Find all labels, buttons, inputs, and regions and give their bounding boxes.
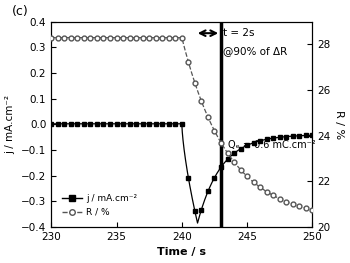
- Legend: j / mA.cm⁻², R / %: j / mA.cm⁻², R / %: [58, 191, 141, 220]
- X-axis label: Time / s: Time / s: [158, 247, 206, 257]
- Text: @90% of ΔR: @90% of ΔR: [223, 46, 287, 56]
- Text: Qₑ = 0.6 mC.cm⁻²: Qₑ = 0.6 mC.cm⁻²: [228, 140, 315, 150]
- Text: (c): (c): [12, 6, 29, 18]
- Y-axis label: j / mA.cm⁻²: j / mA.cm⁻²: [6, 95, 15, 154]
- Y-axis label: R / %: R / %: [335, 110, 344, 139]
- Text: t = 2s: t = 2s: [223, 28, 254, 38]
